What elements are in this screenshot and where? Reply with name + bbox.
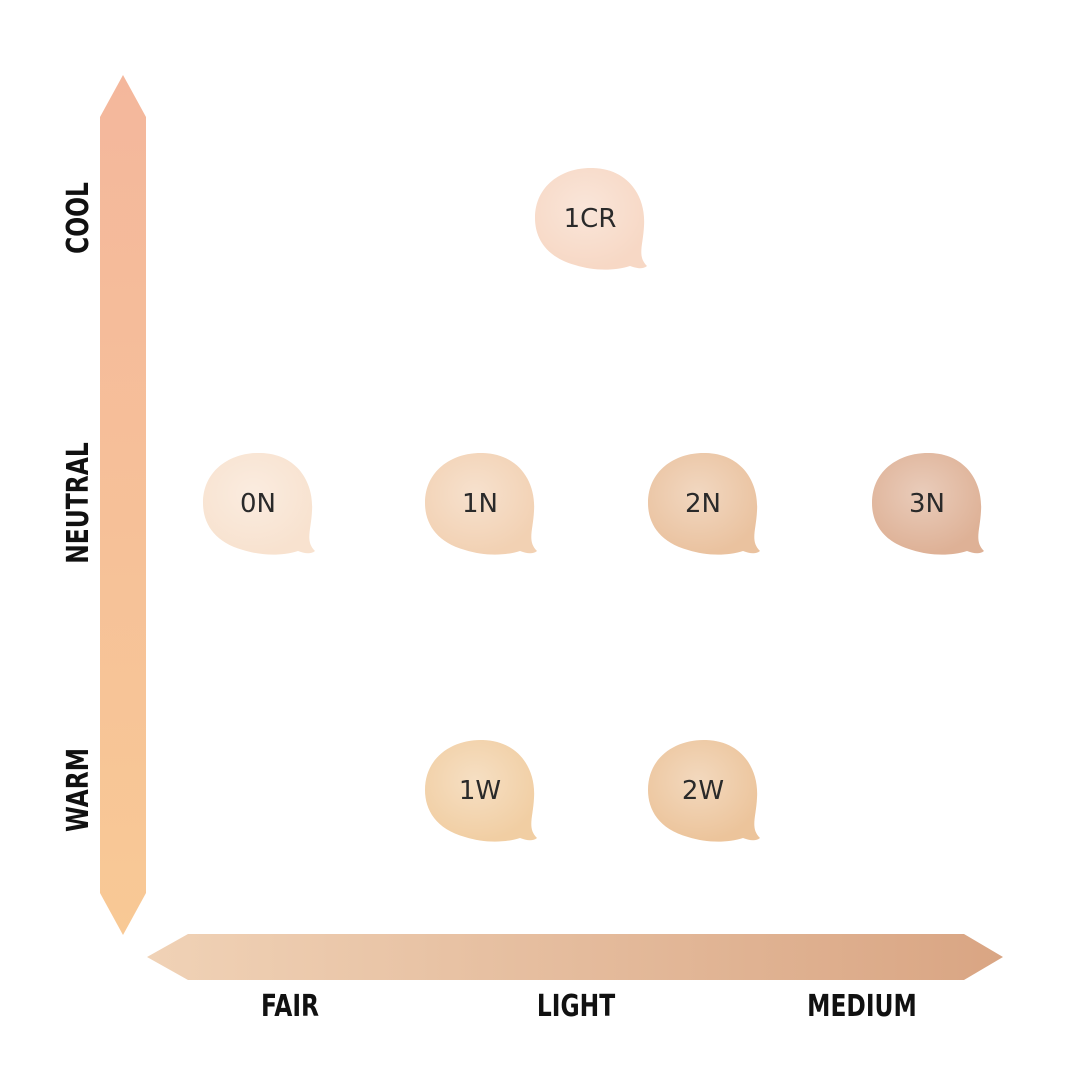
shade-swatch: 1CR [535, 167, 647, 270]
horizontal-axis-label: MEDIUM [807, 989, 917, 1024]
swatch-sheen [203, 452, 315, 555]
shade-swatch: 2W [648, 739, 760, 842]
shade-swatch: 1N [425, 452, 537, 555]
shade-label: 2N [685, 489, 721, 519]
horizontal-axis-label: FAIR [261, 989, 319, 1024]
swatch-sheen [872, 452, 984, 555]
labels: COOL NEUTRAL WARM FAIR LIGHT MEDIUM [61, 182, 917, 1024]
shades: 1CR 0N 1N 2N 3N 1W 2W [203, 167, 984, 842]
shade-swatch: 1W [425, 739, 537, 842]
shade-label: 2W [682, 776, 724, 806]
shade-swatch: 0N [203, 452, 315, 555]
vertical-axis-label: WARM [61, 748, 96, 832]
swatch-sheen [535, 167, 647, 270]
shade-label: 1CR [564, 204, 617, 234]
vertical-axis-label: NEUTRAL [61, 442, 96, 564]
horizontal-axis-label: LIGHT [537, 989, 616, 1024]
shade-label: 0N [240, 489, 276, 519]
shade-swatch: 3N [872, 452, 984, 555]
swatch-sheen [425, 452, 537, 555]
shade-label: 1N [462, 489, 498, 519]
horizontal-arrow [147, 934, 1003, 980]
vertical-axis-label: COOL [61, 182, 96, 254]
shade-label: 1W [459, 776, 501, 806]
swatch-sheen [648, 452, 760, 555]
shade-label: 3N [909, 489, 945, 519]
vertical-arrow [100, 75, 146, 935]
shade-swatch: 2N [648, 452, 760, 555]
swatch-sheen [648, 739, 760, 842]
swatch-sheen [425, 739, 537, 842]
